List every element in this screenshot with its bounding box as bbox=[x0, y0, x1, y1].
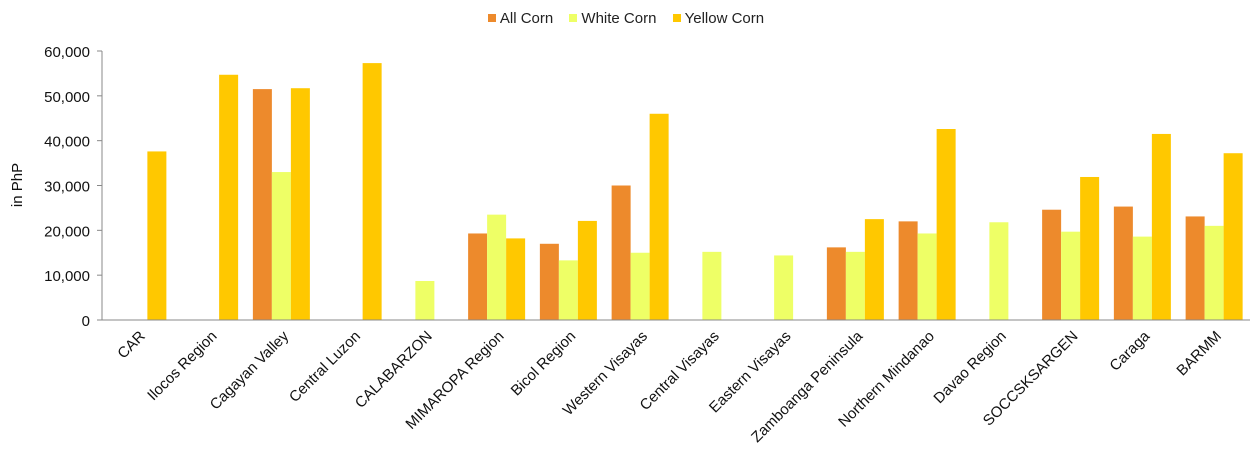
bar-yellow-corn-barmm bbox=[1223, 153, 1243, 320]
bar-yellow-corn-northern-mindanao bbox=[936, 129, 956, 320]
bar-white-corn-eastern-visayas bbox=[774, 255, 794, 320]
bar-all-corn-zamboanga-peninsula bbox=[826, 247, 846, 320]
bar-all-corn-caraga bbox=[1113, 206, 1133, 320]
legend-item-all-corn: All Corn bbox=[487, 10, 554, 27]
y-tick-label: 60,000 bbox=[44, 44, 90, 61]
bar-white-corn-western-visayas bbox=[630, 252, 650, 320]
bar-white-corn-cagayan-valley bbox=[271, 172, 291, 320]
chart-legend: All Corn White Corn Yellow Corn bbox=[0, 10, 1252, 27]
bar-yellow-corn-car bbox=[147, 151, 167, 320]
bar-yellow-corn-soccsksargen bbox=[1080, 176, 1100, 320]
bar-yellow-corn-mimaropa-region bbox=[506, 238, 526, 320]
bar-white-corn-barmm bbox=[1204, 225, 1224, 320]
bar-all-corn-northern-mindanao bbox=[898, 221, 918, 320]
legend-label-yellow-corn: Yellow Corn bbox=[684, 10, 765, 27]
bar-yellow-corn-cagayan-valley bbox=[290, 88, 310, 320]
bar-all-corn-mimaropa-region bbox=[468, 233, 488, 320]
legend-label-white-corn: White Corn bbox=[581, 10, 657, 27]
legend-swatch-white-corn bbox=[569, 14, 578, 22]
bar-yellow-corn-ilocos-region bbox=[219, 74, 239, 321]
bar-white-corn-northern-mindanao bbox=[917, 233, 937, 320]
y-tick-label: 40,000 bbox=[44, 134, 90, 151]
bar-white-corn-bicol-region bbox=[558, 260, 578, 320]
bar-yellow-corn-zamboanga-peninsula bbox=[864, 219, 884, 320]
legend-swatch-all-corn bbox=[487, 14, 496, 22]
bar-white-corn-central-visayas bbox=[702, 251, 722, 320]
x-tick-label: CAR bbox=[114, 328, 149, 363]
bar-all-corn-bicol-region bbox=[539, 243, 559, 320]
legend-item-white-corn: White Corn bbox=[569, 10, 656, 27]
y-tick-label: 10,000 bbox=[44, 268, 90, 285]
bar-white-corn-zamboanga-peninsula bbox=[845, 251, 865, 320]
bar-white-corn-soccsksargen bbox=[1061, 231, 1081, 320]
x-tick-label: BARMM bbox=[1173, 328, 1225, 380]
y-axis: 0 10,000 20,000 30,000 40,000 50,000 60,000 bbox=[44, 44, 103, 330]
x-tick-label: Central Luzon bbox=[286, 328, 364, 406]
y-tick-label: 0 bbox=[82, 313, 90, 330]
y-axis-label: in PhP bbox=[9, 163, 26, 207]
bar-yellow-corn-caraga bbox=[1151, 133, 1171, 320]
y-tick-label: 50,000 bbox=[44, 89, 90, 106]
y-tick-label: 30,000 bbox=[44, 179, 90, 196]
y-tick-label: 20,000 bbox=[44, 223, 90, 240]
bar-all-corn-soccsksargen bbox=[1042, 209, 1062, 320]
bar-white-corn-mimaropa-region bbox=[487, 214, 507, 320]
x-tick-label: Caraga bbox=[1106, 327, 1153, 374]
bar-white-corn-davao-region bbox=[989, 222, 1009, 320]
legend-swatch-yellow-corn bbox=[672, 14, 681, 22]
legend-item-yellow-corn: Yellow Corn bbox=[672, 10, 765, 27]
bar-yellow-corn-western-visayas bbox=[649, 113, 669, 321]
bar-yellow-corn-bicol-region bbox=[577, 220, 597, 320]
bar-white-corn-calabarzon bbox=[415, 280, 435, 320]
bar-all-corn-barmm bbox=[1185, 216, 1205, 320]
x-tick-label: Bicol Region bbox=[508, 328, 580, 400]
legend-label-all-corn: All Corn bbox=[499, 10, 554, 27]
bar-white-corn-caraga bbox=[1132, 236, 1152, 320]
bar-all-corn-cagayan-valley bbox=[252, 89, 272, 320]
bar-yellow-corn-central-luzon bbox=[362, 63, 382, 320]
bars bbox=[147, 63, 1243, 321]
x-tick-label: Davao Region bbox=[930, 328, 1009, 407]
x-tick-label: Ilocos Region bbox=[144, 328, 220, 404]
bar-all-corn-western-visayas bbox=[611, 185, 631, 320]
